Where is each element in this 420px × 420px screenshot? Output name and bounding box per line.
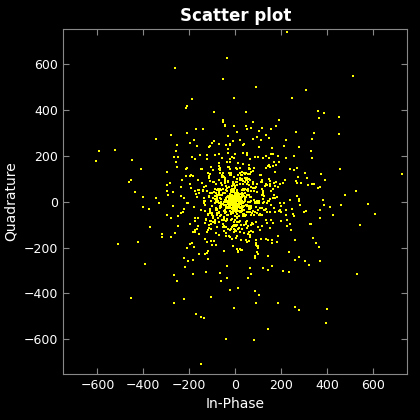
Channel 1 [341,388,346,393]
Channel 1 [231,189,236,194]
Y-axis label: Quadrature: Quadrature [4,162,18,242]
X-axis label: In-Phase: In-Phase [206,397,265,411]
Channel 1 [235,198,240,203]
Line: Channel 1: Channel 1 [60,0,420,392]
Channel 1 [197,251,202,256]
Channel 1 [221,229,226,234]
Channel 1 [234,223,239,228]
Channel 1 [239,196,244,201]
Title: Scatter plot: Scatter plot [179,7,291,25]
Channel 1 [222,123,227,129]
Channel 1 [234,247,239,252]
Channel 1 [294,0,299,3]
